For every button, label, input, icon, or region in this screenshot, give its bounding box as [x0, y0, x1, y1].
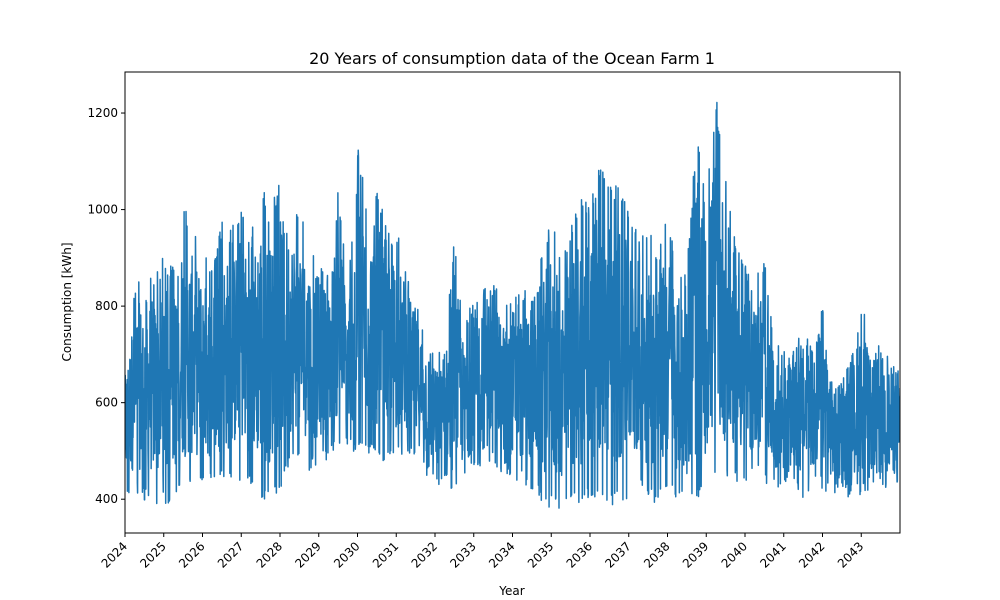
- y-axis-label: Consumption [kWh]: [60, 242, 74, 361]
- y-tick-label: 1200: [87, 106, 118, 120]
- y-axis: 400 600 800 1000 1200: [87, 106, 125, 506]
- plot-area: [125, 101, 900, 509]
- y-tick-label: 800: [95, 299, 118, 313]
- consumption-series-line: [125, 101, 900, 509]
- y-tick-label: 600: [95, 396, 118, 410]
- y-tick-label: 1000: [87, 203, 118, 217]
- y-tick-label: 400: [95, 492, 118, 506]
- chart-title: 20 Years of consumption data of the Ocea…: [309, 49, 715, 68]
- x-axis-label: Year: [498, 584, 524, 598]
